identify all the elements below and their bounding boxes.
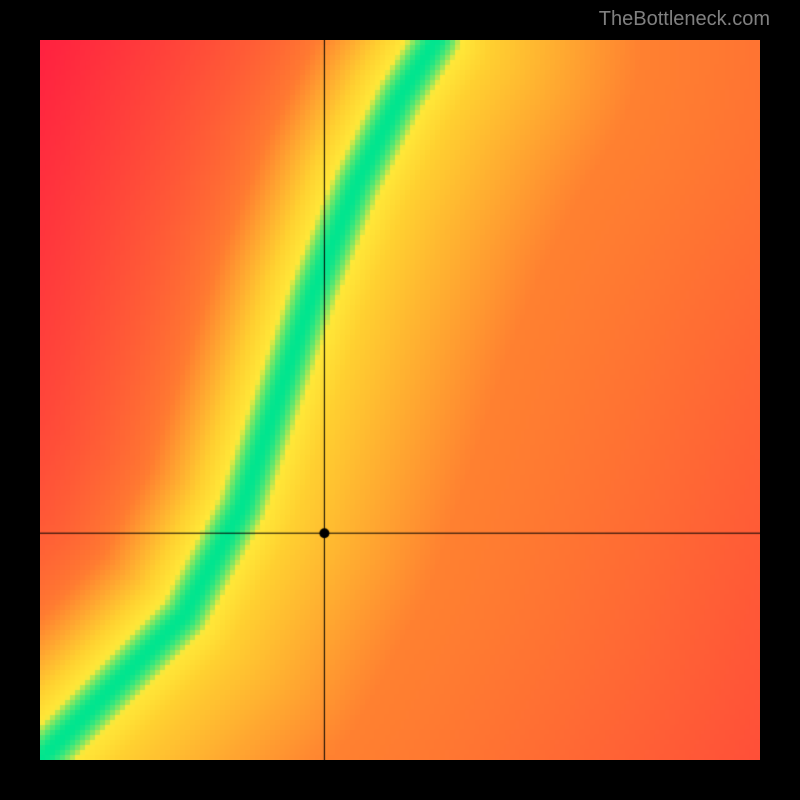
- heatmap-canvas: [40, 40, 760, 760]
- watermark-text: TheBottleneck.com: [599, 8, 770, 31]
